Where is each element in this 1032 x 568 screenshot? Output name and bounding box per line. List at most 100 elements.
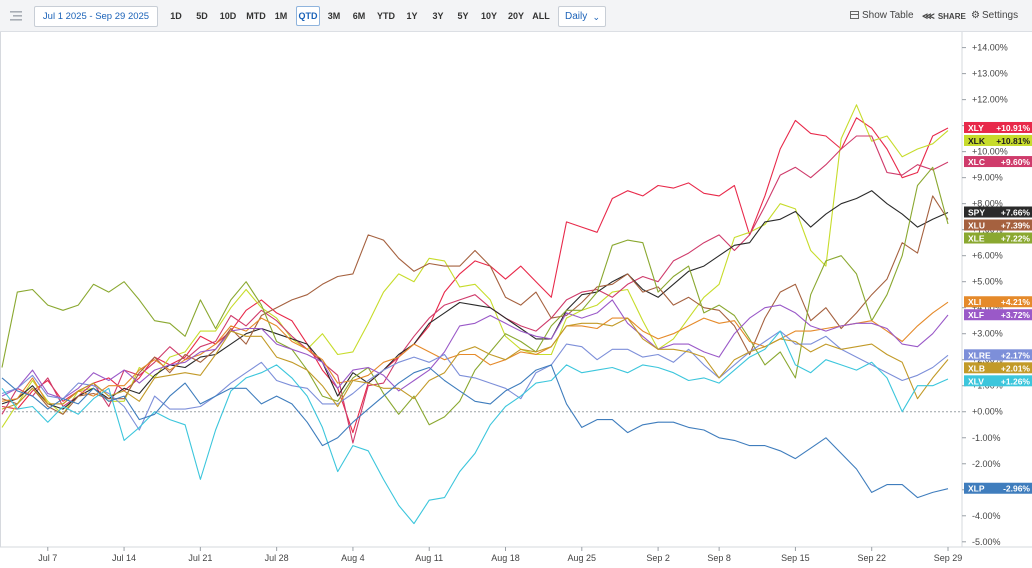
- end-label-box: [964, 362, 1032, 374]
- series-end-label-xlf: XLF +3.72%: [964, 309, 1032, 321]
- end-label-value: +3.72%: [1001, 310, 1031, 320]
- end-label-value: +10.81%: [996, 136, 1030, 146]
- settings-label: Settings: [981, 10, 1019, 21]
- range-button-mtd[interactable]: MTD: [246, 11, 266, 21]
- x-tick-label: Jul 7: [38, 553, 57, 563]
- end-label-name: XLI: [968, 297, 981, 307]
- range-button-qtd[interactable]: QTD: [296, 6, 320, 26]
- share-icon: ⋘: [922, 11, 935, 21]
- range-button-1d[interactable]: 1D: [170, 11, 182, 21]
- y-tick-label: +14.00%: [972, 43, 1008, 53]
- series-end-label-xlre: XLRE +2.17%: [964, 349, 1032, 361]
- x-tick-label: Jul 14: [112, 553, 136, 563]
- y-tick-label: +3.00%: [972, 329, 1003, 339]
- range-button-10y[interactable]: 10Y: [480, 11, 497, 21]
- gear-icon: ⚙: [971, 10, 980, 21]
- range-button-ytd[interactable]: YTD: [377, 11, 395, 21]
- share-button[interactable]: ⋘ SHARE: [922, 9, 966, 23]
- end-label-value: +4.21%: [1001, 297, 1031, 307]
- chart-toolbar: Jul 1 2025 - Sep 29 2025 1D 5D 10D MTD 1M QTD…: [0, 0, 1032, 32]
- x-tick-label: Aug 18: [491, 553, 520, 563]
- series-end-label-xlk: XLK +10.81%: [964, 134, 1032, 146]
- series-end-label-xli: XLI +4.21%: [964, 296, 1032, 308]
- range-button-1y[interactable]: 1Y: [406, 11, 418, 21]
- series-line-xli: [1, 301, 949, 405]
- end-label-value: -2.96%: [1003, 484, 1030, 494]
- x-tick-label: Sep 2: [646, 553, 670, 563]
- y-tick-label: +6.00%: [972, 251, 1003, 261]
- end-label-name: XLV: [968, 376, 984, 386]
- end-label-name: XLU: [968, 221, 985, 231]
- series-line-xlf: [1, 299, 949, 400]
- end-label-name: XLC: [968, 157, 985, 167]
- end-label-value: +7.39%: [1001, 221, 1031, 231]
- range-button-20y[interactable]: 20Y: [507, 11, 524, 21]
- series-end-label-xly: XLY +10.91%: [964, 121, 1032, 133]
- x-tick-label: Aug 4: [341, 553, 365, 563]
- x-tick-label: Aug 11: [415, 553, 443, 563]
- end-label-box: [964, 206, 1032, 218]
- end-label-name: SPY: [968, 208, 985, 218]
- series-end-label-spy: SPY +7.66%: [964, 206, 1032, 218]
- show-table-button[interactable]: Show Table: [850, 9, 914, 23]
- series-line-xlre: [1, 330, 949, 431]
- y-tick-label: -1.00%: [972, 433, 1001, 443]
- x-tick-label: Aug 25: [568, 553, 597, 563]
- range-button-3y[interactable]: 3Y: [432, 11, 444, 21]
- series-line-xlb: [1, 317, 949, 410]
- interval-select[interactable]: Daily ⌄: [558, 6, 606, 27]
- menu-icon[interactable]: [8, 8, 24, 24]
- x-tick-label: Sep 8: [707, 553, 731, 563]
- range-button-1m[interactable]: 1M: [274, 11, 288, 21]
- series-end-label-xlb: XLB +2.01%: [964, 362, 1032, 374]
- series-line-xle: [1, 166, 949, 426]
- series-line-xlu: [1, 195, 949, 415]
- end-label-name: XLE: [968, 234, 985, 244]
- x-tick-label: Jul 21: [188, 553, 212, 563]
- y-tick-label: +13.00%: [972, 69, 1008, 79]
- x-tick-label: Sep 22: [857, 553, 886, 563]
- table-icon: [850, 11, 859, 19]
- end-label-box: [964, 232, 1032, 244]
- end-label-name: XLP: [968, 484, 985, 494]
- range-button-3m[interactable]: 3M: [327, 11, 341, 21]
- end-label-box: [964, 121, 1032, 133]
- end-label-name: XLB: [968, 363, 985, 373]
- series-line-xlp: [1, 364, 949, 499]
- end-label-box: [964, 349, 1032, 361]
- y-tick-label: +9.00%: [972, 173, 1003, 183]
- end-label-value: +7.22%: [1001, 234, 1031, 244]
- series-end-label-xlu: XLU +7.39%: [964, 219, 1032, 231]
- range-button-all[interactable]: ALL: [532, 11, 550, 21]
- y-tick-label: -4.00%: [972, 511, 1001, 521]
- series-line-xlk: [1, 104, 949, 428]
- y-tick-label: +0.00%: [972, 407, 1003, 417]
- end-label-box: [964, 309, 1032, 321]
- series-end-label-xle: XLE +7.22%: [964, 232, 1032, 244]
- range-button-5d[interactable]: 5D: [196, 11, 208, 21]
- series-line-xly: [1, 117, 949, 434]
- end-label-name: XLY: [968, 123, 984, 133]
- range-button-10d[interactable]: 10D: [219, 11, 237, 21]
- range-button-5y[interactable]: 5Y: [457, 11, 469, 21]
- range-button-6m[interactable]: 6M: [352, 11, 366, 21]
- y-tick-label: +12.00%: [972, 95, 1008, 105]
- end-label-value: +2.17%: [1001, 350, 1031, 360]
- end-label-value: +7.66%: [1001, 208, 1031, 218]
- date-range-picker[interactable]: Jul 1 2025 - Sep 29 2025: [34, 6, 158, 27]
- end-label-name: XLK: [968, 136, 986, 146]
- series-end-label-xlc: XLC +9.60%: [964, 156, 1032, 168]
- chevron-down-icon: ⌄: [592, 12, 600, 22]
- end-label-value: +10.91%: [996, 123, 1030, 133]
- performance-chart[interactable]: +14.00%+13.00%+12.00%+11.00%+10.00%+9.00…: [0, 32, 1032, 568]
- x-tick-label: Sep 15: [781, 553, 810, 563]
- y-tick-label: -2.00%: [972, 459, 1001, 469]
- series-end-label-xlp: XLP -2.96%: [964, 482, 1032, 494]
- settings-button[interactable]: ⚙ Settings: [971, 9, 1018, 23]
- end-label-box: [964, 156, 1032, 168]
- series-line-xlv: [1, 330, 949, 525]
- end-label-box: [964, 375, 1032, 387]
- share-label: SHARE: [937, 12, 966, 21]
- x-tick-label: Sep 29: [934, 553, 963, 563]
- y-tick-label: +10.00%: [972, 147, 1008, 157]
